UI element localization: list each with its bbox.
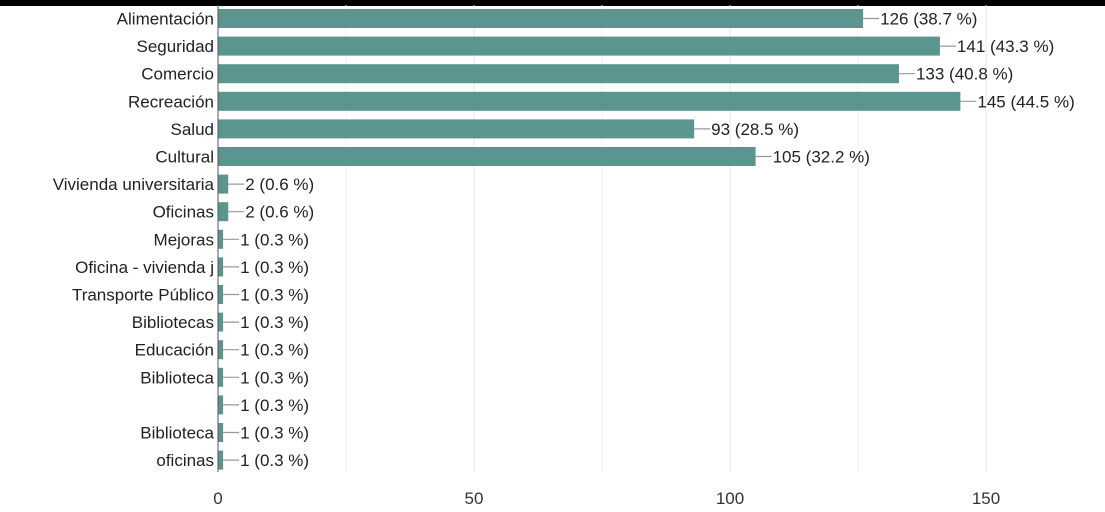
- bar: [218, 174, 229, 194]
- category-label: Educación: [135, 341, 214, 360]
- bar: [218, 312, 224, 332]
- bar: [218, 147, 756, 166]
- data-label: 105 (32.2 %): [773, 148, 870, 167]
- bar: [218, 9, 864, 28]
- category-label: Oficina - vivienda j: [75, 258, 214, 277]
- category-label: Vivienda universitaria: [53, 175, 215, 194]
- data-label: 1 (0.3 %): [240, 424, 309, 443]
- bar: [218, 64, 899, 84]
- data-label: 133 (40.8 %): [916, 65, 1013, 84]
- bar: [218, 36, 940, 56]
- data-label: 1 (0.3 %): [240, 230, 309, 249]
- x-tick-label: 100: [716, 489, 744, 508]
- bar: [218, 202, 229, 222]
- bar: [218, 423, 224, 442]
- category-label: Alimentación: [117, 10, 214, 29]
- top-border-strip: [0, 0, 1105, 6]
- category-label: Salud: [171, 120, 214, 139]
- data-label: 93 (28.5 %): [711, 120, 799, 139]
- category-label: oficinas: [156, 451, 214, 470]
- category-label: Transporte Público: [72, 286, 214, 305]
- x-tick-label: 150: [972, 489, 1000, 508]
- data-label: 2 (0.6 %): [245, 203, 314, 222]
- category-label: Biblioteca: [140, 424, 214, 443]
- bar: [218, 229, 224, 249]
- category-label: Biblioteca: [140, 368, 214, 387]
- data-label: 145 (44.5 %): [977, 92, 1074, 111]
- data-label: 141 (43.3 %): [957, 37, 1054, 56]
- bar: [218, 119, 695, 139]
- category-label: Recreación: [128, 92, 214, 111]
- bar: [218, 285, 224, 304]
- data-label: 1 (0.3 %): [240, 451, 309, 470]
- bar: [218, 340, 224, 360]
- data-label: 1 (0.3 %): [240, 341, 309, 360]
- data-label: 1 (0.3 %): [240, 286, 309, 305]
- category-label: Oficinas: [153, 203, 214, 222]
- bar: [218, 367, 224, 387]
- data-label: 2 (0.6 %): [245, 175, 314, 194]
- data-label: 126 (38.7 %): [880, 10, 977, 29]
- bar: [218, 91, 961, 111]
- x-tick-label: 50: [465, 489, 484, 508]
- data-label: 1 (0.3 %): [240, 313, 309, 332]
- x-tick-label: 0: [213, 489, 222, 508]
- bar: [218, 450, 224, 470]
- category-label: Bibliotecas: [132, 313, 214, 332]
- bar: [218, 395, 224, 415]
- bar: [218, 257, 224, 277]
- data-label: 1 (0.3 %): [240, 258, 309, 277]
- category-label: Comercio: [141, 65, 214, 84]
- data-label: 1 (0.3 %): [240, 368, 309, 387]
- category-label: Seguridad: [136, 37, 214, 56]
- category-label: Cultural: [155, 148, 214, 167]
- data-label: 1 (0.3 %): [240, 396, 309, 415]
- category-label: Mejoras: [154, 230, 214, 249]
